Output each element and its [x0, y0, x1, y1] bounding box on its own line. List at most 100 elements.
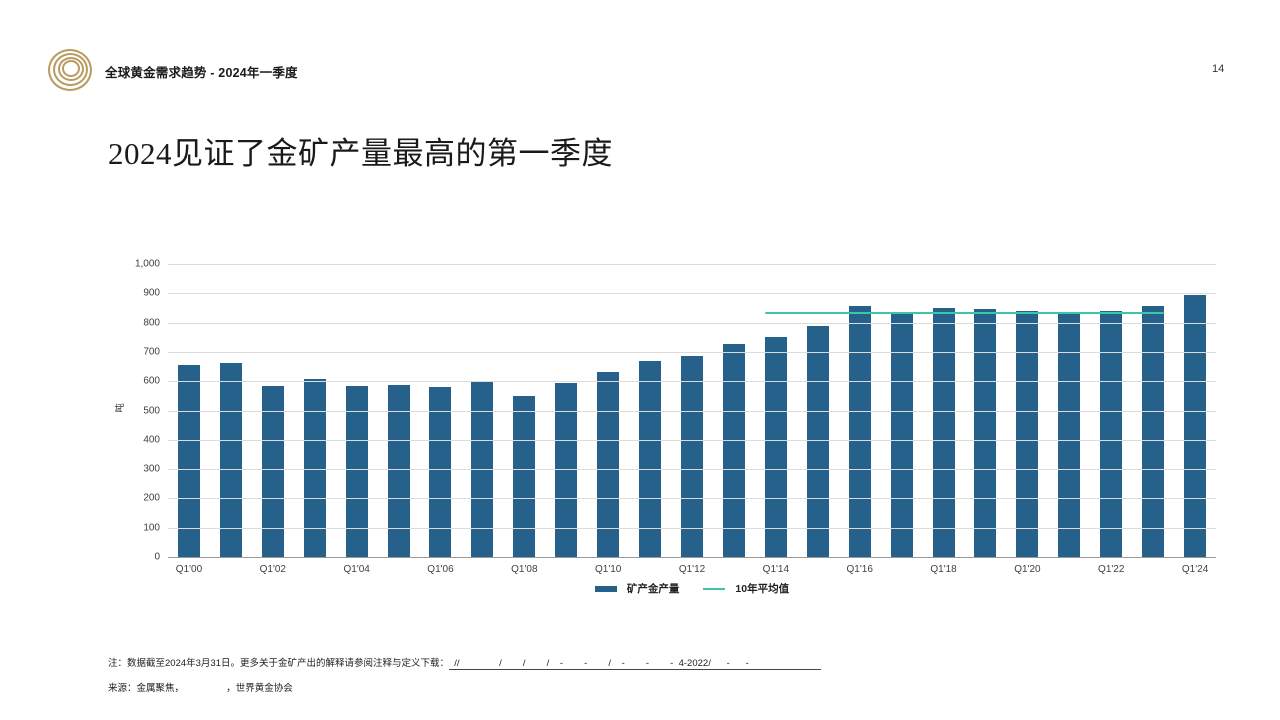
bar-series	[168, 264, 1216, 557]
bar	[1184, 295, 1207, 557]
report-header-title: 全球黄金需求趋势 - 2024年一季度	[105, 66, 298, 80]
gridline	[168, 264, 1216, 265]
gridline	[168, 293, 1216, 295]
x-tick-label	[294, 564, 336, 575]
bar	[1100, 311, 1123, 557]
y-tick-label: 300	[143, 463, 160, 475]
bar	[345, 386, 368, 557]
bar-slot	[629, 264, 671, 557]
gridline	[168, 498, 1216, 500]
bar	[722, 343, 745, 557]
footnote-link[interactable]: // / / / - - / - - - 4-2022/ - -	[449, 658, 821, 670]
x-tick-label: Q1'14	[762, 564, 790, 575]
bar	[429, 387, 452, 557]
x-tick-label	[965, 564, 1007, 575]
gridline	[168, 381, 1216, 383]
footnote: 注：数据截至2024年3月31日。更多关于金矿产出的解释请参阅注释与定义下载： …	[108, 655, 821, 670]
bar-slot	[1048, 264, 1090, 557]
legend-bar-swatch-icon	[594, 585, 617, 592]
y-tick-label: 800	[143, 317, 160, 329]
x-tick-label	[378, 564, 420, 575]
bar-slot	[1132, 264, 1174, 557]
x-tick-label: Q1'00	[175, 564, 203, 575]
bar	[261, 386, 284, 557]
logo-ring-icon	[62, 60, 80, 77]
x-tick-label	[1132, 564, 1174, 575]
x-tick-label: Q1'24	[1181, 564, 1209, 575]
bar	[639, 360, 662, 557]
x-tick-label	[797, 564, 839, 575]
x-axis-ticks: Q1'00 Q1'02 Q1'04 Q1'06 Q1'08 Q1'10 Q1'12 Q1'14…	[168, 564, 1216, 575]
bar-slot	[839, 264, 881, 557]
x-tick-label	[629, 564, 671, 575]
x-tick-label: Q1'04	[343, 564, 370, 575]
bar	[597, 371, 620, 557]
gridline	[168, 322, 1216, 324]
bar-slot	[965, 264, 1007, 557]
logo-ring-icon	[53, 53, 88, 86]
y-tick-label: 200	[143, 492, 160, 504]
bar-slot	[713, 264, 755, 557]
x-tick-label	[545, 564, 587, 575]
bar-slot	[336, 264, 378, 557]
ten-year-average-line	[764, 311, 1165, 314]
gridline	[168, 469, 1216, 471]
gridline	[168, 351, 1216, 353]
x-tick-label	[210, 564, 252, 575]
y-tick-label: 0	[154, 551, 160, 563]
plot-area	[168, 264, 1216, 558]
x-tick-label: Q1'12	[678, 564, 706, 575]
bar-slot	[503, 264, 545, 557]
page-title: 2024见证了金矿产量最高的第一季度	[108, 136, 613, 171]
bar	[303, 378, 326, 557]
x-tick-label: Q1'02	[259, 564, 286, 575]
legend-line-swatch-icon	[703, 587, 726, 590]
bar-slot	[587, 264, 629, 557]
bar	[1142, 306, 1165, 557]
x-tick-label	[461, 564, 503, 575]
bar-slot	[252, 264, 294, 557]
bar-slot	[210, 264, 252, 557]
y-axis-ticks: 0 100 200 300 400 500 600 700 800 900 1,000	[108, 259, 160, 563]
bar-slot	[1090, 264, 1132, 557]
y-tick-label: 700	[143, 346, 160, 358]
y-tick-label: 600	[143, 375, 160, 387]
bar	[806, 325, 829, 557]
x-tick-label: Q1'06	[427, 564, 454, 575]
y-tick-label: 1,000	[134, 258, 160, 270]
bar	[974, 309, 997, 557]
bar-slot	[881, 264, 923, 557]
x-tick-label: Q1'18	[930, 564, 957, 575]
x-tick-label	[713, 564, 755, 575]
page-number: 14	[1212, 63, 1225, 75]
bar-slot	[755, 264, 797, 557]
x-tick-label: Q1'08	[511, 564, 538, 575]
x-tick-label	[1048, 564, 1090, 575]
x-tick-label: Q1'20	[1014, 564, 1041, 575]
logo-ring-icon	[48, 49, 92, 91]
mine-production-chart: 吨 0 100 200 300 400 500 600 700 800 900 1,000 Q1'0…	[108, 255, 1218, 615]
bar-slot	[378, 264, 420, 557]
bar	[1058, 313, 1081, 557]
bar-slot	[671, 264, 713, 557]
bar-slot	[1174, 264, 1216, 557]
bar	[764, 337, 787, 557]
bar-slot	[168, 264, 210, 557]
x-tick-label: Q1'22	[1098, 564, 1125, 575]
world-gold-council-logo	[48, 47, 96, 93]
chart-legend: 矿产金产量 10年平均值	[168, 581, 1216, 596]
x-tick-label: Q1'10	[594, 564, 622, 575]
y-tick-label: 900	[143, 287, 160, 299]
bar	[890, 312, 913, 557]
x-tick-label: Q1'16	[846, 564, 873, 575]
gridline	[168, 439, 1216, 441]
bar	[681, 356, 704, 557]
logo-ring-icon	[58, 57, 84, 81]
bar-slot	[923, 264, 965, 557]
bar-slot	[1006, 264, 1048, 557]
gridline	[168, 527, 1216, 529]
bar	[219, 363, 242, 557]
bar-slot	[420, 264, 462, 557]
bar-slot	[294, 264, 336, 557]
